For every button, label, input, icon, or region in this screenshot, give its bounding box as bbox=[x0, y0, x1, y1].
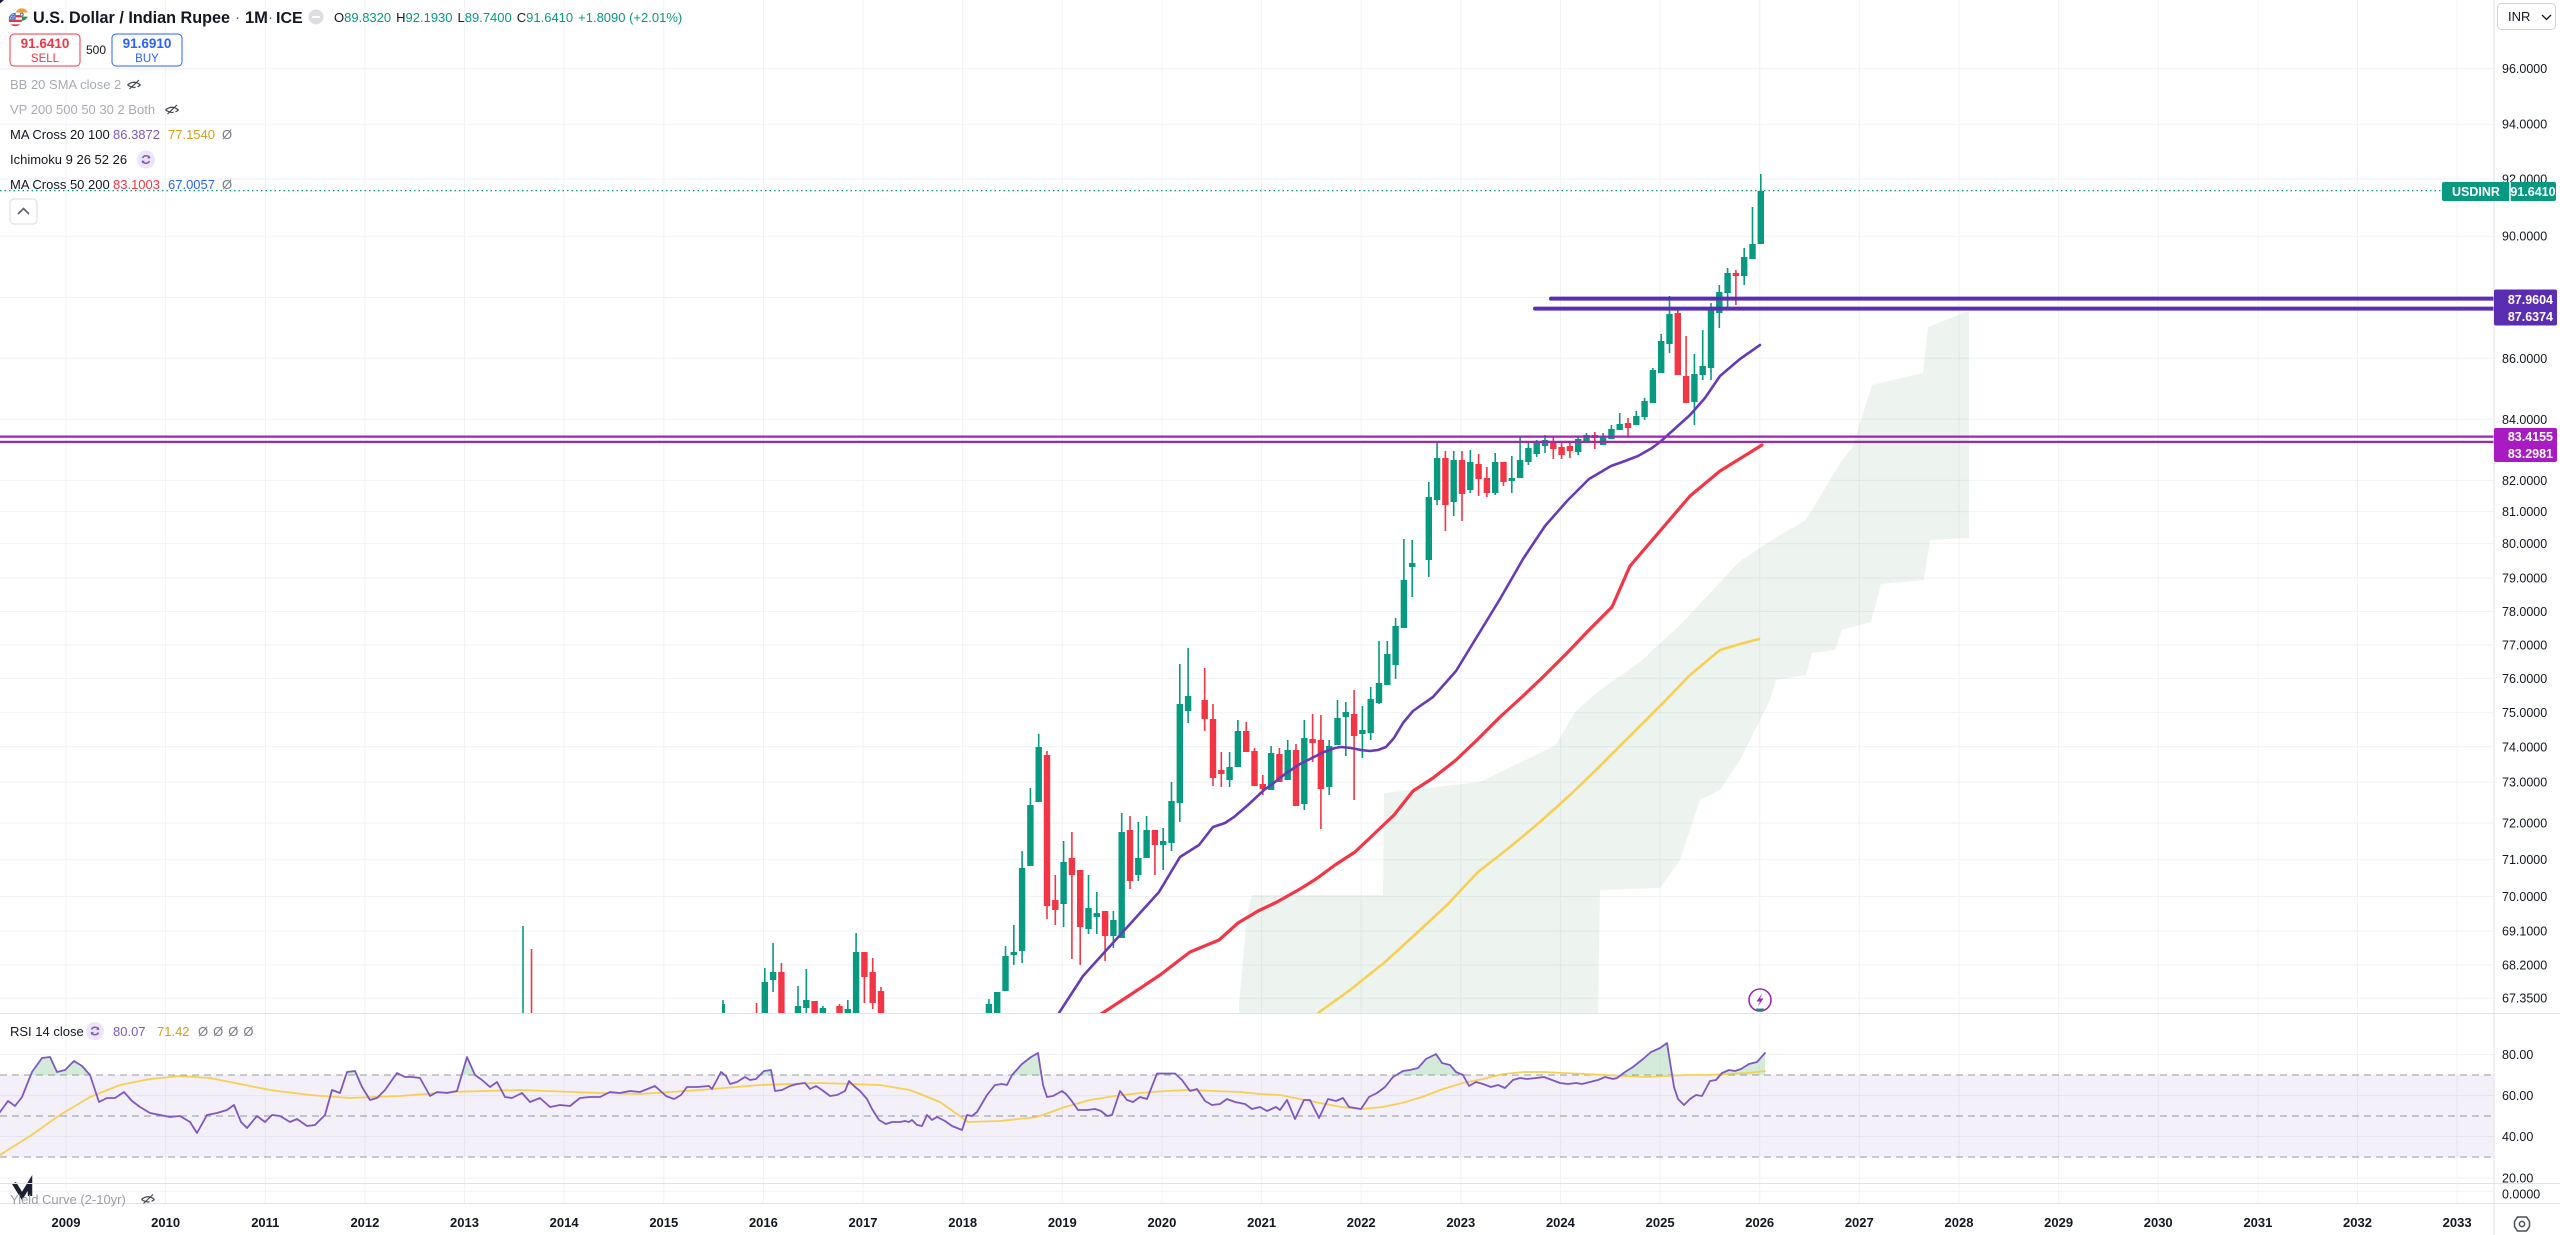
svg-text:1M: 1M bbox=[245, 9, 268, 27]
svg-text:83.2981: 83.2981 bbox=[2508, 447, 2553, 461]
svg-text:75.0000: 75.0000 bbox=[2502, 706, 2547, 720]
svg-text:91.6910: 91.6910 bbox=[123, 36, 172, 51]
svg-text:2012: 2012 bbox=[350, 1215, 379, 1230]
svg-text:·: · bbox=[268, 9, 273, 26]
svg-text:2017: 2017 bbox=[849, 1215, 878, 1230]
svg-text:0.0000: 0.0000 bbox=[2502, 1188, 2540, 1202]
svg-text:76.0000: 76.0000 bbox=[2502, 672, 2547, 686]
svg-text:72.0000: 72.0000 bbox=[2502, 817, 2547, 831]
svg-text:94.0000: 94.0000 bbox=[2502, 118, 2547, 132]
svg-text:Yield Curve (2-10yr): Yield Curve (2-10yr) bbox=[10, 1192, 126, 1207]
svg-text:2019: 2019 bbox=[1048, 1215, 1077, 1230]
svg-text:70.0000: 70.0000 bbox=[2502, 890, 2547, 904]
svg-text:BUY: BUY bbox=[135, 53, 159, 65]
svg-text:2016: 2016 bbox=[749, 1215, 778, 1230]
svg-text:·: · bbox=[235, 9, 240, 26]
svg-text:2022: 2022 bbox=[1347, 1215, 1376, 1230]
svg-text:87.9604: 87.9604 bbox=[2508, 293, 2553, 307]
svg-text:SELL: SELL bbox=[31, 53, 60, 65]
svg-text:79.0000: 79.0000 bbox=[2502, 572, 2547, 586]
svg-text:2021: 2021 bbox=[1247, 1215, 1276, 1230]
svg-text:2027: 2027 bbox=[1845, 1215, 1874, 1230]
svg-text:BB 20 SMA close 2: BB 20 SMA close 2 bbox=[10, 77, 121, 92]
svg-text:Ichimoku 9 26 52 26: Ichimoku 9 26 52 26 bbox=[10, 152, 127, 167]
svg-text:84.0000: 84.0000 bbox=[2502, 413, 2547, 427]
svg-text:67.3500: 67.3500 bbox=[2502, 992, 2547, 1006]
svg-text:2032: 2032 bbox=[2343, 1215, 2372, 1230]
svg-text:2011: 2011 bbox=[251, 1215, 279, 1230]
svg-text:96.0000: 96.0000 bbox=[2502, 62, 2547, 76]
svg-text:2030: 2030 bbox=[2144, 1215, 2173, 1230]
svg-text:91.6410: 91.6410 bbox=[21, 36, 70, 51]
svg-text:USDINR: USDINR bbox=[2452, 185, 2500, 199]
svg-text:RSI 14 close: RSI 14 close bbox=[10, 1024, 84, 1039]
svg-text:VP 200 500 50 30 2 Both: VP 200 500 50 30 2 Both bbox=[10, 102, 155, 117]
svg-text:2026: 2026 bbox=[1745, 1215, 1774, 1230]
svg-text:77.0000: 77.0000 bbox=[2502, 639, 2547, 653]
svg-text:2009: 2009 bbox=[52, 1215, 81, 1230]
svg-text:69.1000: 69.1000 bbox=[2502, 925, 2547, 939]
svg-text:2033: 2033 bbox=[2443, 1215, 2472, 1230]
svg-text:90.0000: 90.0000 bbox=[2502, 230, 2547, 244]
svg-text:500: 500 bbox=[86, 43, 106, 57]
svg-text:87.6374: 87.6374 bbox=[2508, 310, 2553, 324]
svg-text:71.0000: 71.0000 bbox=[2502, 853, 2547, 867]
svg-text:91.6410: 91.6410 bbox=[2510, 185, 2555, 199]
svg-text:78.0000: 78.0000 bbox=[2502, 605, 2547, 619]
svg-text:20.00: 20.00 bbox=[2502, 1172, 2533, 1186]
svg-text:2031: 2031 bbox=[2243, 1215, 2272, 1230]
svg-text:2018: 2018 bbox=[948, 1215, 977, 1230]
svg-text:82.0000: 82.0000 bbox=[2502, 474, 2547, 488]
svg-text:83.4155: 83.4155 bbox=[2508, 430, 2553, 444]
svg-text:2015: 2015 bbox=[649, 1215, 678, 1230]
svg-text:2025: 2025 bbox=[1646, 1215, 1675, 1230]
svg-text:80.0000: 80.0000 bbox=[2502, 537, 2547, 551]
svg-text:2014: 2014 bbox=[550, 1215, 580, 1230]
svg-text:2029: 2029 bbox=[2044, 1215, 2073, 1230]
svg-text:68.2000: 68.2000 bbox=[2502, 959, 2547, 973]
svg-text:86.0000: 86.0000 bbox=[2502, 352, 2547, 366]
svg-text:ICE: ICE bbox=[276, 10, 303, 27]
svg-text:74.0000: 74.0000 bbox=[2502, 740, 2547, 754]
svg-text:INR: INR bbox=[2508, 9, 2530, 24]
svg-text:2024: 2024 bbox=[1546, 1215, 1576, 1230]
svg-text:2010: 2010 bbox=[151, 1215, 180, 1230]
svg-text:2023: 2023 bbox=[1446, 1215, 1475, 1230]
svg-text:2028: 2028 bbox=[1945, 1215, 1974, 1230]
svg-text:80.00: 80.00 bbox=[2502, 1048, 2533, 1062]
svg-text:2020: 2020 bbox=[1147, 1215, 1176, 1230]
svg-text:60.00: 60.00 bbox=[2502, 1089, 2533, 1103]
svg-text:73.0000: 73.0000 bbox=[2502, 776, 2547, 790]
svg-text:81.0000: 81.0000 bbox=[2502, 505, 2547, 519]
svg-text:2013: 2013 bbox=[450, 1215, 479, 1230]
svg-text:U.S. Dollar / Indian Rupee: U.S. Dollar / Indian Rupee bbox=[33, 8, 230, 27]
svg-text:40.00: 40.00 bbox=[2502, 1130, 2533, 1144]
